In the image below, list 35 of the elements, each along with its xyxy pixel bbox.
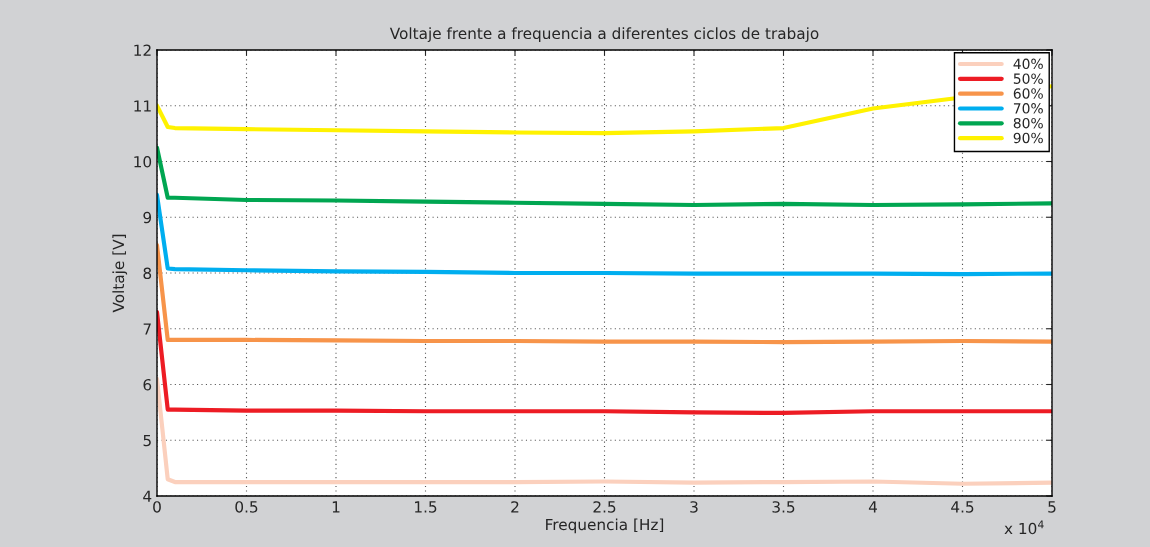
x-tick-label: 0.5	[235, 501, 258, 513]
y-tick-label: 6	[143, 378, 152, 391]
text: x 10$^{4}$	[1004, 520, 1044, 535]
y-tick-label: 4	[143, 490, 152, 502]
y-tick-label: 9	[143, 211, 152, 224]
x-tick-label: 0	[153, 501, 161, 513]
x-tick-label: 1.5	[415, 501, 437, 513]
x-tick-label: 4	[868, 501, 877, 513]
line-series	[157, 192, 1052, 277]
y-tick-label: 7	[143, 323, 151, 335]
x-tick-label: 4.5	[951, 501, 974, 513]
legend-label: 90%	[1013, 132, 1043, 144]
legend-label: 60%	[1013, 88, 1043, 99]
legend-label: 50%	[1013, 73, 1043, 84]
x-tick-label: 2	[511, 501, 519, 513]
x-tick-label: 5	[1048, 501, 1056, 513]
legend-label: 70%	[1013, 103, 1043, 114]
legend-label: 40%	[1013, 58, 1043, 70]
line-series	[157, 243, 1052, 345]
x-tick-label: 3	[690, 501, 698, 513]
y-tick-label: 11	[134, 100, 151, 112]
line-series	[157, 376, 1052, 486]
y-tick-label: 10	[134, 155, 152, 168]
x-tick-label: 3.5	[772, 501, 795, 513]
x-axis-title: Frequencia [Hz]	[546, 518, 664, 534]
line-series	[157, 145, 1052, 208]
chart-title: Voltaje frente a frequencia a diferentes ciclos de trabajo	[389, 27, 819, 43]
y-tick-label: 12	[134, 44, 151, 56]
line-series	[157, 309, 1052, 416]
y-axis-title: Voltaje [V]	[112, 234, 128, 313]
y-tick-label: 8	[143, 267, 152, 280]
x-tick-label: 2.5	[593, 501, 616, 513]
legend-label: 80%	[1013, 117, 1043, 129]
y-tick-label: 5	[143, 434, 151, 447]
x-tick-label: 1	[332, 501, 340, 513]
